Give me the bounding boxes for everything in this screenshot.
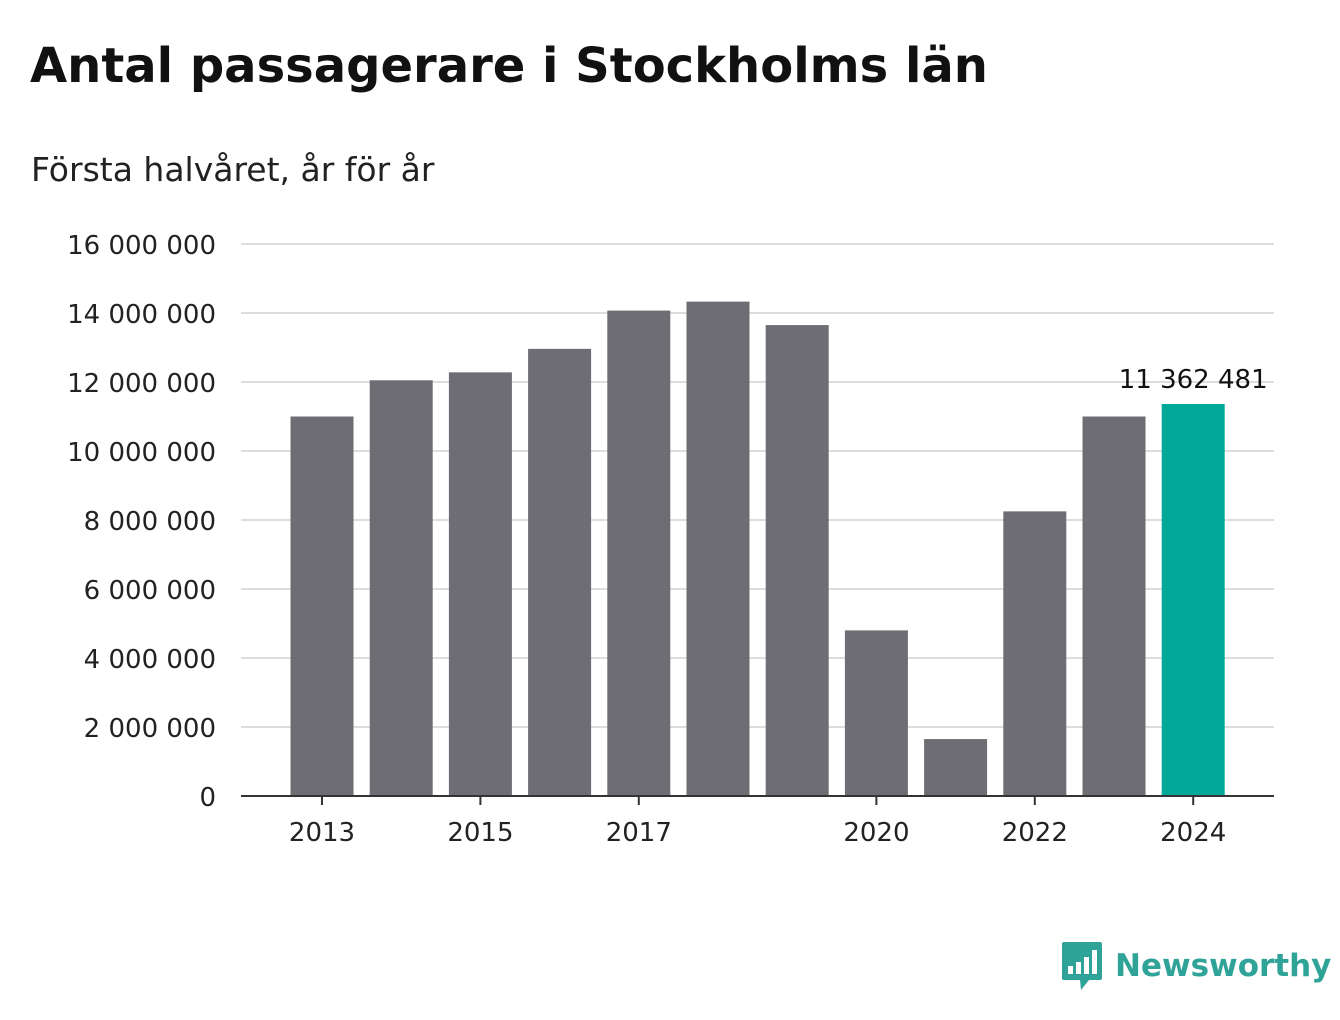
bar-2013 [290,416,354,796]
brand-name: Newsworthy [1115,948,1332,984]
y-tick-label: 10 000 000 [67,438,216,468]
x-tick-label: 2020 [843,818,909,848]
x-tick-label: 2024 [1160,818,1226,848]
bar-2024 [1161,403,1225,796]
x-axis-tick-labels: 2013 2015 2017 2020 2022 2024 [289,818,1226,848]
bar-chart-speech-bubble-icon [1062,942,1102,990]
y-tick-label: 2 000 000 [84,714,216,744]
data-labels: 11 362 481 [1119,365,1268,395]
y-tick-label: 0 [199,783,216,813]
bar-2016 [528,348,592,796]
y-tick-label: 12 000 000 [67,369,216,399]
chart-subtitle: Första halvåret, år för år [31,150,435,189]
bar-2014 [369,380,433,796]
y-tick-label: 14 000 000 [67,300,216,330]
x-tick-label: 2017 [606,818,672,848]
brand-logo: Newsworthy [1061,940,1331,992]
y-tick-label: 16 000 000 [67,231,216,261]
bar-2015 [448,372,512,796]
bar-2018 [686,301,750,796]
bar-2017 [607,310,671,796]
bar-chart: 0 2 000 000 4 000 000 6 000 000 8 000 000 10 … [67,231,1274,848]
bar-2020 [844,630,908,796]
bar-2021 [924,739,988,796]
data-label: 11 362 481 [1119,365,1268,395]
y-axis-tick-labels: 0 2 000 000 4 000 000 6 000 000 8 000 000 10 … [67,231,216,813]
y-tick-label: 4 000 000 [84,645,216,675]
bars [290,301,1225,796]
bar-2023 [1082,416,1146,796]
chart-title: Antal passagerare i Stockholms län [30,38,988,94]
y-tick-label: 6 000 000 [84,576,216,606]
x-axis [241,795,1274,805]
bar-2019 [765,325,829,796]
y-tick-label: 8 000 000 [84,507,216,537]
x-tick-label: 2015 [447,818,513,848]
x-tick-label: 2022 [1002,818,1068,848]
bar-2022 [1003,511,1067,796]
x-tick-label: 2013 [289,818,355,848]
